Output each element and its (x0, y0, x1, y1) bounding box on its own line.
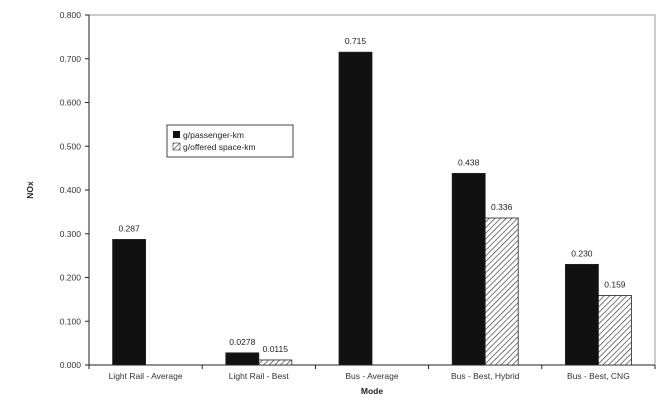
y-tick-label: 0.300 (60, 229, 82, 239)
y-axis-title: NOx (25, 181, 35, 199)
y-tick-label: 0.500 (60, 141, 82, 151)
data-label: 0.0278 (229, 337, 255, 347)
legend-label-passenger-km: g/passenger-km (183, 130, 244, 140)
legend-box (166, 124, 294, 158)
bars-group: 0.287 0.0278 0.0115 0.715 0.438 0.336 0.230 0.1… (112, 36, 632, 366)
y-tick-label: 0.800 (60, 10, 82, 20)
bar-passenger-km (225, 352, 260, 366)
y-axis-ticks: 0.000 0.100 0.200 0.300 0.400 0.500 0.600 0.700… (60, 10, 89, 370)
x-tick-label: Light Rail - Average (109, 371, 183, 381)
x-tick-label: Bus - Best, CNG (567, 371, 630, 381)
legend-swatch-passenger-km (173, 131, 180, 138)
data-label: 0.715 (345, 36, 367, 46)
y-tick-label: 0.700 (60, 54, 82, 64)
x-tick-label: Bus - Average (345, 371, 399, 381)
y-tick-label: 0.400 (60, 185, 82, 195)
data-label: 0.0115 (263, 344, 289, 354)
x-axis-title: Mode (361, 386, 383, 396)
legend: g/passenger-km g/offered space-km (166, 124, 294, 158)
bar-passenger-km (451, 172, 486, 366)
data-label: 0.159 (604, 279, 626, 289)
y-tick-label: 0.000 (60, 360, 82, 370)
bar-offered-space-km (258, 359, 293, 366)
x-tick-label: Bus - Best, Hybrid (451, 371, 520, 381)
bar-passenger-km (338, 51, 373, 366)
y-tick-label: 0.100 (60, 316, 82, 326)
legend-swatch-offered-space-km (172, 142, 181, 151)
bar-passenger-km (565, 263, 599, 366)
data-label: 0.438 (458, 157, 480, 167)
data-label: 0.287 (118, 223, 140, 233)
category-labels: Light Rail - Average Light Rail - Best Bus… (88, 365, 656, 381)
legend-label-offered-space-km: g/offered space-km (183, 142, 256, 152)
data-label: 0.336 (491, 202, 513, 212)
data-label: 0.230 (571, 248, 593, 258)
bar-offered-space-km (484, 217, 519, 366)
y-tick-label: 0.600 (60, 98, 82, 108)
bar-passenger-km (112, 239, 146, 366)
x-tick-label: Light Rail - Best (229, 371, 290, 381)
y-tick-label: 0.200 (60, 273, 82, 283)
bar-offered-space-km (598, 295, 632, 366)
